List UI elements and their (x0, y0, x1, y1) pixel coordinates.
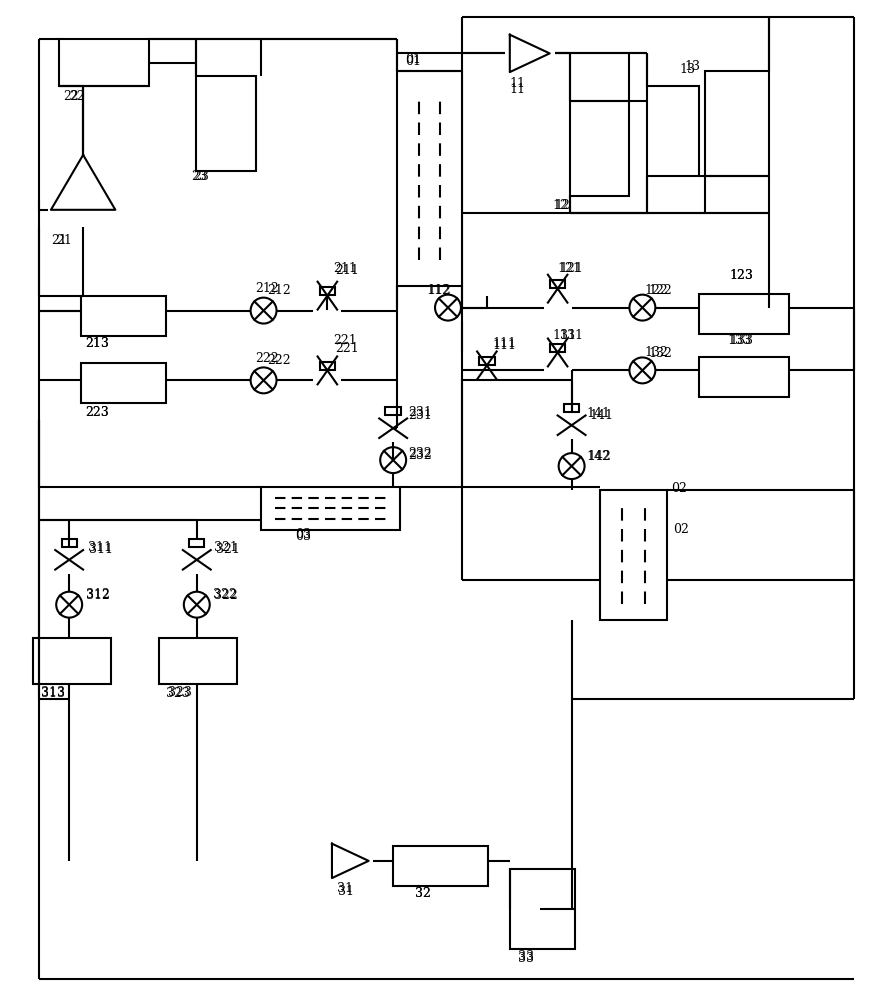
Text: 321: 321 (216, 543, 239, 556)
Bar (81, 296, 166, 336)
Text: 12: 12 (555, 199, 571, 212)
Text: 131: 131 (553, 329, 577, 342)
Bar (480, 357, 495, 365)
Text: 03: 03 (296, 530, 312, 543)
Text: 312: 312 (86, 588, 110, 601)
Bar (320, 362, 335, 370)
Text: 13: 13 (680, 63, 696, 76)
Text: 141: 141 (587, 407, 611, 420)
Text: 221: 221 (333, 334, 357, 347)
Text: 121: 121 (560, 262, 583, 275)
Bar (261, 487, 400, 530)
Text: 112: 112 (426, 284, 450, 297)
Text: 212: 212 (255, 282, 280, 295)
Text: 122: 122 (648, 284, 672, 297)
Text: 213: 213 (85, 337, 109, 350)
Text: 22: 22 (69, 90, 85, 103)
Bar (59, 39, 149, 86)
Text: 33: 33 (518, 950, 534, 963)
Text: 142: 142 (587, 450, 611, 463)
Text: 02: 02 (672, 482, 688, 495)
Text: 132: 132 (648, 347, 672, 360)
Text: 01: 01 (405, 53, 421, 66)
Text: 21: 21 (56, 234, 72, 247)
Bar (397, 71, 462, 286)
Text: 232: 232 (408, 447, 432, 460)
Text: 01: 01 (405, 55, 421, 68)
Text: 142: 142 (588, 450, 612, 463)
Text: 223: 223 (85, 406, 109, 419)
Text: 23: 23 (193, 170, 209, 183)
Text: 123: 123 (729, 269, 753, 282)
Text: 123: 123 (729, 269, 753, 282)
Text: 21: 21 (51, 234, 67, 247)
Text: 223: 223 (85, 406, 109, 419)
Bar (33, 638, 111, 684)
Bar (81, 363, 166, 403)
Text: 132: 132 (645, 346, 668, 359)
Bar (386, 407, 401, 415)
Text: 112: 112 (427, 284, 451, 297)
Text: 03: 03 (296, 528, 312, 541)
Text: 231: 231 (408, 409, 432, 422)
Text: 312: 312 (86, 589, 110, 602)
Text: 12: 12 (553, 199, 569, 212)
Text: 31: 31 (338, 882, 354, 895)
Bar (599, 490, 667, 620)
Text: 11: 11 (510, 83, 526, 96)
Text: 02: 02 (673, 523, 689, 536)
Text: 131: 131 (560, 329, 584, 342)
Text: 213: 213 (85, 337, 109, 350)
Text: 32: 32 (415, 887, 431, 900)
Bar (699, 357, 789, 397)
Bar (570, 101, 630, 196)
Text: 23: 23 (191, 170, 206, 183)
Text: 141: 141 (589, 409, 613, 422)
Text: 121: 121 (557, 262, 581, 275)
Text: 323: 323 (166, 687, 189, 700)
Bar (550, 280, 565, 288)
Bar (62, 539, 77, 547)
Text: 222: 222 (268, 354, 291, 367)
Text: 33: 33 (518, 952, 534, 965)
Bar (320, 287, 335, 295)
Text: 323: 323 (168, 686, 192, 699)
Bar (564, 404, 580, 412)
Text: 212: 212 (268, 284, 291, 297)
Text: 322: 322 (213, 589, 238, 602)
Text: 211: 211 (333, 262, 357, 275)
Text: 22: 22 (63, 90, 79, 103)
Bar (705, 71, 769, 176)
Bar (196, 76, 255, 171)
Text: 11: 11 (510, 77, 526, 90)
Text: 311: 311 (88, 541, 113, 554)
Text: 111: 111 (493, 339, 517, 352)
Text: 211: 211 (336, 264, 359, 277)
Bar (189, 539, 204, 547)
Bar (647, 86, 699, 176)
Bar (393, 846, 488, 886)
Bar (159, 638, 237, 684)
Text: 221: 221 (336, 342, 359, 355)
Text: 311: 311 (89, 543, 113, 556)
Text: 122: 122 (645, 284, 668, 297)
Bar (699, 294, 789, 334)
Text: 222: 222 (255, 352, 280, 365)
Text: 313: 313 (41, 687, 65, 700)
Text: 133: 133 (729, 334, 753, 347)
Text: 32: 32 (415, 887, 431, 900)
Text: 321: 321 (213, 541, 238, 554)
Text: 133: 133 (727, 334, 751, 347)
Text: 31: 31 (338, 885, 355, 898)
Text: 313: 313 (41, 686, 65, 699)
Bar (510, 869, 574, 949)
Text: 322: 322 (213, 588, 237, 601)
Text: 231: 231 (408, 406, 432, 419)
Bar (550, 344, 565, 352)
Text: 111: 111 (493, 337, 517, 350)
Text: 232: 232 (408, 449, 432, 462)
Text: 13: 13 (684, 60, 700, 73)
